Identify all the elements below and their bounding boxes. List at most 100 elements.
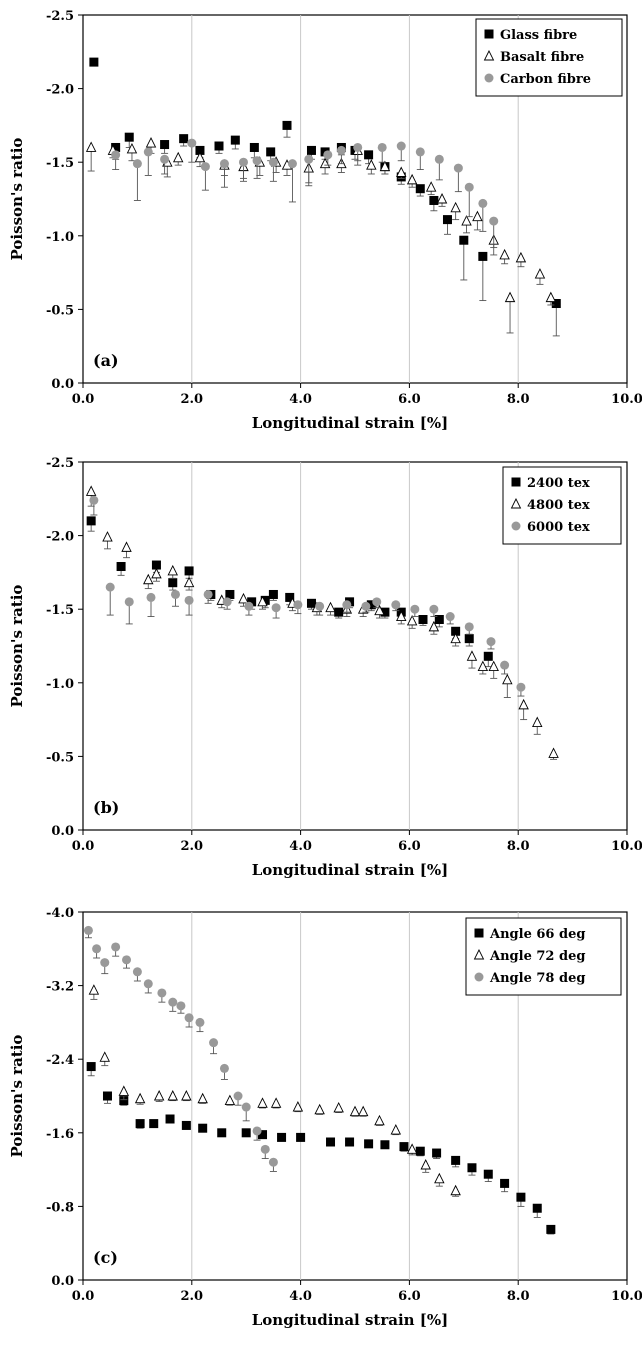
data-point [345,1137,355,1147]
data-point [436,192,448,204]
panel-label: (c) [93,1248,118,1267]
x-tick-label: 2.0 [180,392,203,407]
data-point [268,1157,278,1167]
data-point [428,620,440,632]
series-3 [111,138,499,249]
x-tick-label: 0.0 [72,839,95,854]
y-tick-label: -1.0 [46,677,74,692]
data-point [285,592,295,602]
y-tick-label: -0.5 [46,303,74,318]
data-point [396,141,406,151]
y-tick-label: -3.2 [46,980,74,995]
data-point [532,716,543,727]
x-tick-label: 0.0 [72,1289,95,1304]
data-point [410,604,420,614]
data-point [459,235,469,245]
data-point [504,291,516,303]
data-point [118,1085,130,1096]
data-point [168,997,178,1007]
data-point [415,147,425,157]
data-point [364,150,374,160]
data-point [451,626,461,636]
data-point [119,1096,129,1106]
data-point [83,925,93,935]
legend-marker [473,948,485,960]
data-point [380,1140,390,1150]
data-point [326,1137,336,1147]
data-point [534,268,546,279]
data-point [184,595,194,605]
data-point [292,1101,304,1112]
data-point [179,134,189,144]
data-point [334,607,344,617]
data-point [434,1172,445,1184]
data-point [445,612,455,622]
data-point [477,660,489,672]
data-point [111,942,121,952]
data-point [135,1119,145,1129]
legend-box [465,917,622,996]
data-point [194,151,206,163]
data-point [379,160,391,172]
data-point [252,1126,262,1136]
data-point [181,1089,192,1101]
data-point [247,597,257,607]
y-tick-label: -2.0 [46,530,74,545]
data-point [270,1097,282,1108]
x-axis-label: Longitudinal strain [%] [252,861,448,879]
series-2 [85,137,557,334]
legend-label: Carbon fibre [500,72,591,87]
data-point [499,248,510,260]
x-axis-label: Longitudinal strain [%] [252,1311,448,1329]
x-tick-label: 8.0 [507,839,530,854]
data-point [200,162,210,172]
data-point [134,1092,146,1104]
data-point [111,150,121,160]
data-point [500,1178,510,1188]
data-point [197,1092,208,1104]
chart-panel-3: 0.0 2.0 4.0 6.0 8.0 10.0 0.0 -0.8 -1.6 -2.4 -3.2 -4… [8,906,642,1329]
x-tick-label: 10.0 [611,839,642,854]
data-point [453,163,463,173]
data-point [219,159,229,169]
data-point [257,595,268,607]
data-point [306,598,316,608]
data-point [418,615,428,625]
data-point [111,142,121,152]
x-tick-label: 6.0 [398,1289,421,1304]
data-point [121,541,132,552]
data-point [532,1203,542,1213]
y-tick-label: -1.5 [46,603,74,618]
data-point [277,1132,287,1142]
data-point [183,576,195,588]
data-point [86,1062,96,1072]
data-point [478,198,488,208]
data-point [425,181,437,192]
chart-panel-2: 0.0 2.0 4.0 6.0 8.0 10.0 0.0 -0.5 -1.0 -1.5 -2.0 -2… [8,456,642,879]
panel-label: (a) [93,351,119,370]
data-point [502,673,513,685]
chart-panel-1: 0.0 2.0 4.0 6.0 8.0 10.0 0.0 -0.5 -1.0 -1.5 -2.0 -2… [8,9,642,432]
legend-marker [484,29,494,39]
data-point [151,560,161,570]
data-point [429,604,439,614]
data-point [429,195,439,205]
x-tick-label: 4.0 [289,839,312,854]
series-3 [89,495,526,697]
data-point [486,637,496,647]
data-point [260,595,270,605]
legend-marker [474,928,484,938]
data-point [100,958,110,968]
data-point [325,601,336,613]
legend-label: Angle 78 deg [489,971,585,986]
data-point [406,614,418,626]
series-1 [86,1062,556,1235]
legend-marker [474,972,484,982]
data-point [165,1114,175,1124]
data-point [478,251,488,261]
data-point [545,291,557,303]
data-point [176,1001,186,1011]
data-point [126,142,138,154]
x-tick-label: 4.0 [289,392,312,407]
x-tick-label: 8.0 [507,392,530,407]
